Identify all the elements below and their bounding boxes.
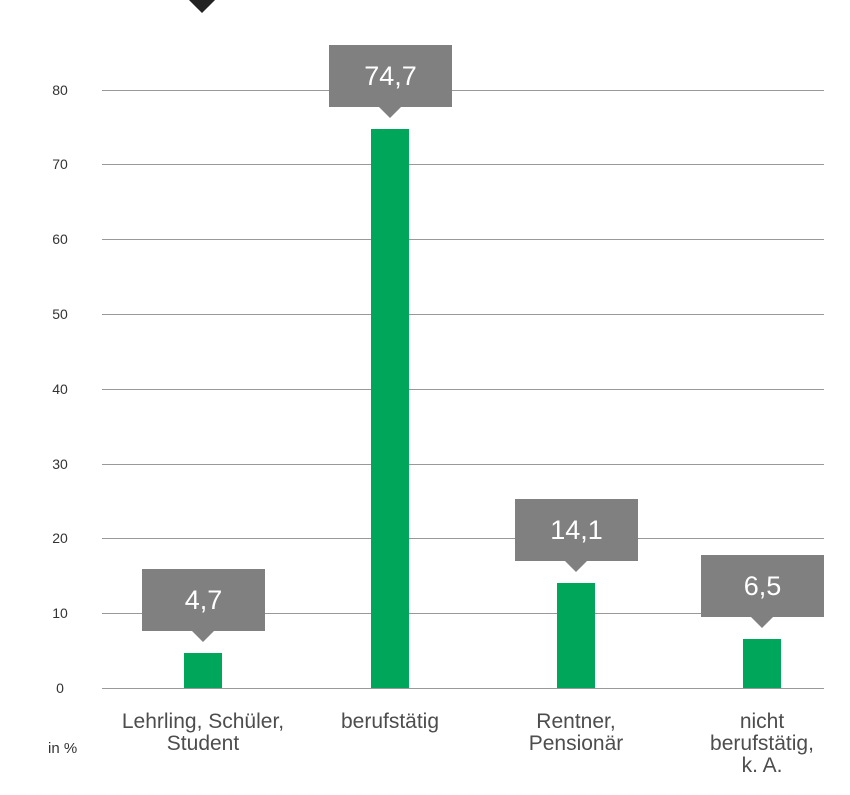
y-tick-label: 10 bbox=[52, 605, 68, 622]
y-tick-label: 70 bbox=[52, 156, 68, 173]
value-label: 4,7 bbox=[142, 568, 265, 631]
x-tick-label-line: Student bbox=[166, 732, 240, 755]
gridline bbox=[102, 389, 824, 390]
bar bbox=[184, 652, 222, 688]
gridline bbox=[102, 538, 824, 539]
x-tick-label: Rentner, Pensionär bbox=[481, 711, 671, 755]
x-tick-label-line: k. A. bbox=[741, 754, 783, 777]
x-tick-label-line: Lehrling, Schüler, bbox=[121, 710, 285, 733]
bar bbox=[371, 129, 409, 688]
y-tick-label: 0 bbox=[56, 680, 64, 696]
callout-pointer bbox=[192, 630, 214, 642]
x-tick-label-line: berufstätig, bbox=[710, 732, 814, 755]
y-tick-label: 80 bbox=[52, 81, 68, 98]
x-tick-label: nicht berufstätig, k. A. bbox=[667, 711, 850, 777]
callout-pointer bbox=[565, 560, 587, 572]
x-tick-label-line: berufstätig bbox=[340, 710, 440, 733]
x-tick-label: berufstätig bbox=[295, 711, 485, 733]
y-tick-label: 60 bbox=[52, 231, 68, 248]
gridline bbox=[102, 164, 824, 165]
value-label: 14,1 bbox=[515, 498, 638, 561]
callout-pointer bbox=[751, 617, 773, 629]
gridline bbox=[102, 613, 824, 614]
gridline bbox=[102, 688, 824, 689]
y-tick-label: 50 bbox=[52, 306, 68, 322]
x-tick-label-line: Pensionär bbox=[528, 732, 624, 755]
gridline bbox=[102, 239, 824, 240]
gridline bbox=[102, 90, 824, 91]
bar bbox=[743, 639, 781, 688]
callout-pointer bbox=[379, 107, 401, 119]
value-label: 74,7 bbox=[329, 45, 452, 108]
x-tick-label: Lehrling, Schüler, Student bbox=[108, 711, 298, 755]
x-tick-label-line: nicht bbox=[739, 710, 785, 733]
y-tick-label: 20 bbox=[52, 530, 68, 547]
unit-label: in % bbox=[48, 740, 78, 757]
y-tick-label: 30 bbox=[52, 455, 68, 472]
x-tick-label-line: Rentner, bbox=[536, 710, 616, 733]
gridline bbox=[102, 464, 824, 465]
value-label: 6,5 bbox=[701, 555, 824, 618]
y-tick-label: 40 bbox=[52, 380, 68, 397]
gridline bbox=[102, 314, 824, 315]
top-marker-icon bbox=[177, 0, 227, 14]
bar bbox=[557, 582, 595, 688]
